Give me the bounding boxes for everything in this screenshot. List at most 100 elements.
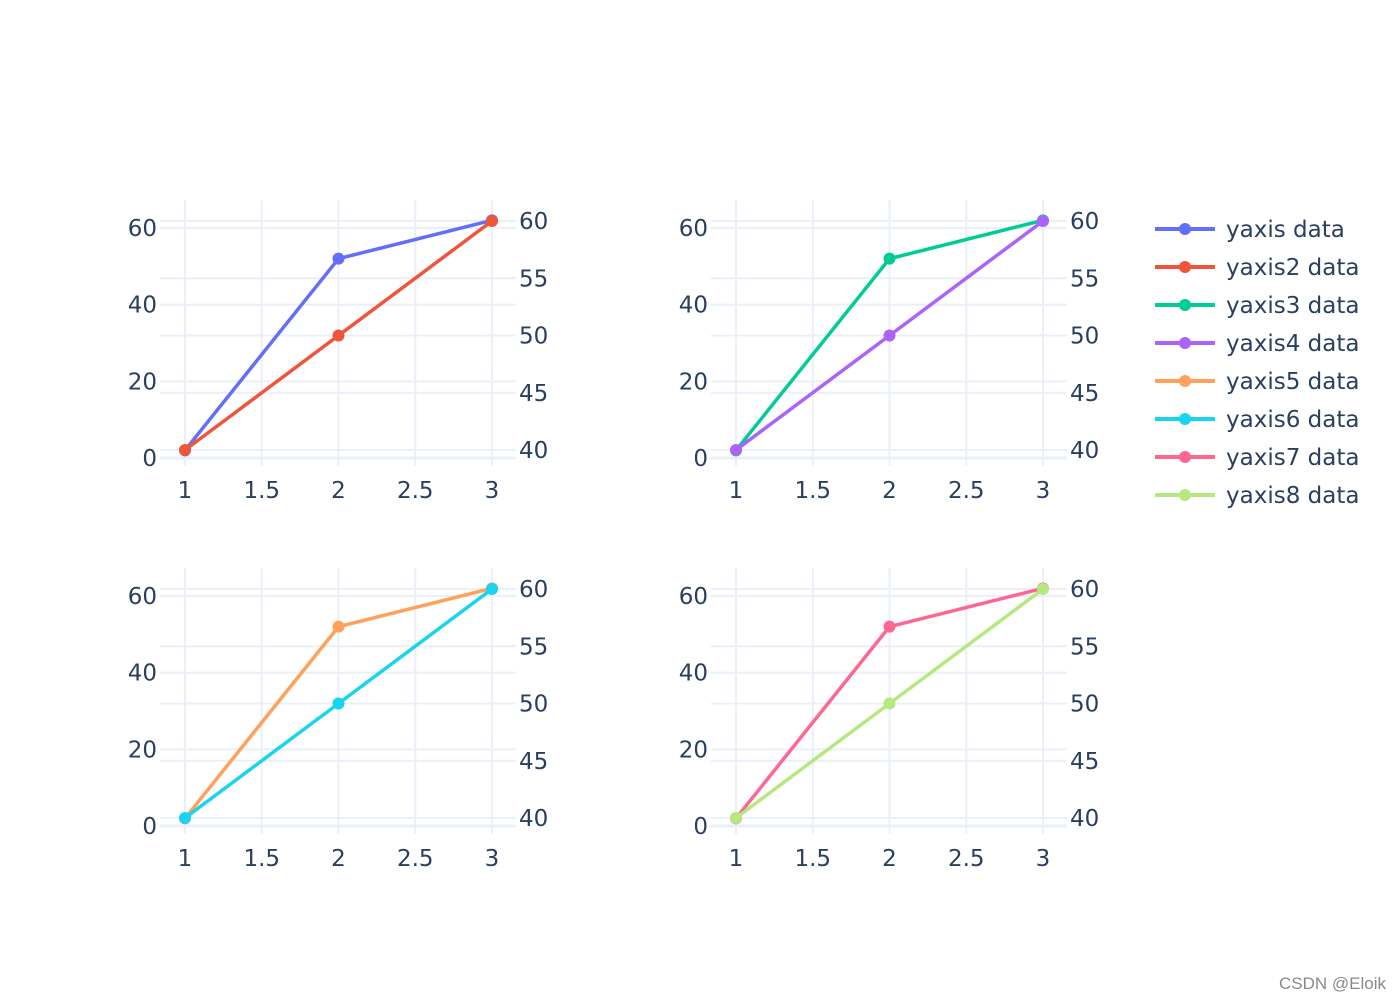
data-point-marker[interactable] bbox=[332, 620, 345, 633]
y-left-tick-label: 60 bbox=[128, 216, 157, 242]
legend-marker-icon bbox=[1179, 375, 1191, 387]
y-right-tick-label: 55 bbox=[1070, 634, 1099, 660]
legend-item-yaxis5-data[interactable]: yaxis5 data bbox=[1155, 369, 1359, 395]
x-tick-label: 2.5 bbox=[948, 478, 985, 504]
legend-item-yaxis4-data[interactable]: yaxis4 data bbox=[1155, 331, 1359, 357]
y-right-tick-label: 50 bbox=[519, 324, 548, 350]
legend-marker-icon bbox=[1179, 299, 1191, 311]
data-point-marker[interactable] bbox=[332, 697, 345, 710]
data-point-marker[interactable] bbox=[179, 444, 191, 456]
data-point-marker[interactable] bbox=[1037, 583, 1049, 595]
y-left-tick-label: 60 bbox=[128, 584, 157, 610]
legend: yaxis data yaxis2 data yaxis3 data yaxis4 d… bbox=[1155, 217, 1359, 509]
x-tick-label: 1.5 bbox=[243, 478, 280, 504]
data-point-marker[interactable] bbox=[730, 812, 742, 824]
data-point-marker[interactable] bbox=[883, 252, 896, 265]
y-right-tick-label: 40 bbox=[519, 806, 548, 832]
legend-marker-icon bbox=[1179, 337, 1191, 349]
y-left-tick-label: 20 bbox=[128, 737, 157, 763]
legend-label: yaxis7 data bbox=[1226, 445, 1359, 471]
x-tick-label: 3 bbox=[1036, 846, 1051, 872]
x-tick-label: 2.5 bbox=[397, 846, 434, 872]
legend-item-yaxis2-data[interactable]: yaxis2 data bbox=[1155, 255, 1359, 281]
data-point-marker[interactable] bbox=[1037, 215, 1049, 227]
data-point-marker[interactable] bbox=[883, 697, 896, 710]
x-tick-label: 1 bbox=[178, 846, 193, 872]
data-point-marker[interactable] bbox=[730, 444, 742, 456]
x-tick-label: 1.5 bbox=[794, 846, 831, 872]
legend-item-yaxis3-data[interactable]: yaxis3 data bbox=[1155, 293, 1359, 319]
data-point-marker[interactable] bbox=[486, 215, 498, 227]
legend-marker-icon bbox=[1179, 223, 1191, 235]
legend-item-yaxis6-data[interactable]: yaxis6 data bbox=[1155, 407, 1359, 433]
legend-marker-icon bbox=[1179, 451, 1191, 463]
x-tick-label: 2.5 bbox=[948, 846, 985, 872]
legend-item-yaxis8-data[interactable]: yaxis8 data bbox=[1155, 483, 1359, 509]
y-left-tick-label: 60 bbox=[679, 584, 708, 610]
y-right-tick-label: 45 bbox=[519, 381, 548, 407]
y-right-tick-label: 60 bbox=[519, 209, 548, 235]
y-right-tick-label: 45 bbox=[1070, 381, 1099, 407]
data-point-marker[interactable] bbox=[332, 252, 345, 265]
series-yaxis2-data[interactable] bbox=[179, 215, 498, 456]
y-left-tick-label: 20 bbox=[679, 737, 708, 763]
legend-marker-icon bbox=[1179, 413, 1191, 425]
data-point-marker[interactable] bbox=[179, 812, 191, 824]
y-right-tick-label: 40 bbox=[519, 438, 548, 464]
y-right-tick-label: 45 bbox=[1070, 749, 1099, 775]
y-left-tick-label: 60 bbox=[679, 216, 708, 242]
x-tick-label: 1 bbox=[729, 846, 744, 872]
legend-label: yaxis8 data bbox=[1226, 483, 1359, 509]
x-tick-label: 2 bbox=[882, 478, 897, 504]
y-left-tick-label: 40 bbox=[128, 293, 157, 319]
series-yaxis6-data[interactable] bbox=[179, 583, 498, 824]
x-axis: 1 1.5 2 2.5 3 bbox=[729, 200, 1051, 504]
data-point-marker[interactable] bbox=[883, 329, 896, 342]
y-axis-right: 40 45 50 55 60 bbox=[711, 209, 1099, 464]
legend-label: yaxis3 data bbox=[1226, 293, 1359, 319]
legend-label: yaxis6 data bbox=[1226, 407, 1359, 433]
legend-label: yaxis5 data bbox=[1226, 369, 1359, 395]
x-tick-label: 3 bbox=[485, 846, 500, 872]
y-right-tick-label: 55 bbox=[1070, 266, 1099, 292]
y-left-tick-label: 0 bbox=[693, 446, 708, 472]
y-right-tick-label: 55 bbox=[519, 266, 548, 292]
y-right-tick-label: 50 bbox=[1070, 324, 1099, 350]
x-tick-label: 2 bbox=[882, 846, 897, 872]
y-left-tick-label: 0 bbox=[693, 814, 708, 840]
y-right-tick-label: 60 bbox=[519, 577, 548, 603]
legend-item-yaxis-data[interactable]: yaxis data bbox=[1155, 217, 1345, 243]
y-axis-left: 0 20 40 60 bbox=[128, 216, 516, 472]
y-left-tick-label: 40 bbox=[679, 293, 708, 319]
y-left-tick-label: 40 bbox=[679, 661, 708, 687]
x-tick-label: 2.5 bbox=[397, 478, 434, 504]
x-tick-label: 1 bbox=[729, 478, 744, 504]
legend-marker-icon bbox=[1179, 261, 1191, 273]
y-right-tick-label: 60 bbox=[1070, 209, 1099, 235]
legend-label: yaxis data bbox=[1226, 217, 1345, 243]
data-point-marker[interactable] bbox=[486, 583, 498, 595]
x-tick-label: 1.5 bbox=[794, 478, 831, 504]
subplot-top-left: 1 1.5 2 2.5 3 0 20 40 60 40 45 50 55 60 bbox=[128, 200, 548, 504]
y-right-tick-label: 55 bbox=[519, 634, 548, 660]
legend-marker-icon bbox=[1179, 489, 1191, 501]
legend-label: yaxis4 data bbox=[1226, 331, 1359, 357]
x-tick-label: 3 bbox=[1036, 478, 1051, 504]
subplot-bottom-right: 1 1.5 2 2.5 3 0 20 40 60 40 45 50 55 60 bbox=[679, 568, 1099, 872]
subplot-panels: 1 1.5 2 2.5 3 0 20 40 60 40 45 50 55 60 1 1.5 2 2.5 3 0 20 40… bbox=[128, 200, 1099, 872]
y-left-tick-label: 0 bbox=[142, 814, 157, 840]
y-right-tick-label: 45 bbox=[519, 749, 548, 775]
legend-item-yaxis7-data[interactable]: yaxis7 data bbox=[1155, 445, 1359, 471]
series-yaxis8-data[interactable] bbox=[730, 583, 1049, 824]
x-tick-label: 1 bbox=[178, 478, 193, 504]
series-yaxis4-data[interactable] bbox=[730, 215, 1049, 456]
x-tick-label: 1.5 bbox=[243, 846, 280, 872]
data-point-marker[interactable] bbox=[332, 329, 345, 342]
y-axis-left: 0 20 40 60 bbox=[679, 216, 1067, 472]
y-left-tick-label: 40 bbox=[128, 661, 157, 687]
data-point-marker[interactable] bbox=[883, 620, 896, 633]
watermark: CSDN @Eloik bbox=[1279, 974, 1386, 993]
y-right-tick-label: 60 bbox=[1070, 577, 1099, 603]
